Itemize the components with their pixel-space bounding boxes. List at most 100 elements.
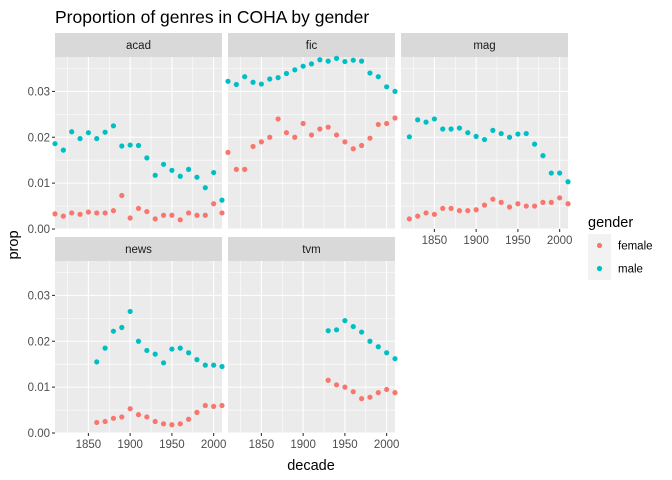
- facet-strip-label: mag: [473, 40, 495, 52]
- data-point-male: [498, 130, 504, 137]
- data-point-male: [515, 131, 521, 137]
- data-point-male: [110, 328, 117, 334]
- data-point-male: [431, 116, 437, 122]
- data-point-male: [557, 170, 563, 176]
- data-point-male: [258, 81, 264, 87]
- data-point-male: [194, 357, 200, 363]
- data-point-male: [325, 58, 331, 64]
- data-point-male: [160, 161, 167, 167]
- axes: 0.00 0.01 0.02 0.03 0.00 0.01 0.02 0.03 1850 1900…: [28, 86, 573, 451]
- data-point-female: [102, 210, 108, 216]
- data-point-female: [119, 192, 125, 199]
- data-point-male: [375, 74, 381, 80]
- data-point-male: [267, 76, 273, 82]
- legend-label: male: [618, 264, 643, 276]
- data-point-male: [202, 185, 208, 191]
- facet-panel-news: news: [55, 237, 225, 434]
- data-point-female: [431, 211, 437, 217]
- data-point-male: [565, 179, 571, 185]
- data-point-female: [283, 130, 290, 136]
- data-point-female: [127, 406, 133, 412]
- data-point-female: [186, 210, 192, 216]
- data-point-male: [384, 84, 390, 90]
- data-point-female: [202, 212, 208, 218]
- data-point-male: [292, 67, 298, 73]
- data-point-female: [152, 418, 158, 425]
- data-point-female: [359, 396, 365, 402]
- data-point-female: [498, 199, 504, 205]
- data-point-male: [102, 129, 108, 135]
- data-point-male: [152, 351, 158, 357]
- data-point-female: [219, 210, 225, 216]
- data-point-female: [225, 149, 231, 156]
- legend-title: gender: [588, 215, 633, 231]
- data-point-male: [481, 136, 488, 143]
- data-point-male: [102, 345, 108, 351]
- data-point-female: [202, 402, 208, 409]
- data-point-female: [481, 202, 488, 208]
- facet-panel-mag: mag: [401, 33, 571, 230]
- data-point-female: [375, 390, 381, 396]
- data-point-female: [375, 121, 381, 128]
- data-point-female: [292, 134, 298, 140]
- y-tick-label: 0.02: [28, 336, 50, 348]
- facet-strip: [55, 237, 222, 261]
- data-point-male: [473, 133, 479, 139]
- data-point-female: [94, 419, 100, 426]
- data-point-male: [506, 134, 513, 140]
- data-point-male: [359, 329, 365, 335]
- data-point-female: [135, 205, 142, 211]
- y-tick-label: 0.01: [28, 178, 50, 190]
- facet-strip-label: news: [125, 244, 152, 256]
- series-male: [52, 123, 225, 203]
- facet-panels: acad fic mag news tvm: [52, 33, 571, 434]
- data-point-female: [219, 402, 225, 409]
- x-tick-label: 1900: [463, 235, 489, 247]
- data-point-male: [548, 170, 554, 176]
- data-point-female: [52, 211, 58, 217]
- data-point-male: [448, 126, 454, 132]
- x-tick-label: 1950: [159, 439, 185, 451]
- data-point-male: [384, 350, 390, 356]
- data-point-male: [202, 362, 208, 368]
- data-point-female: [152, 216, 158, 222]
- data-point-female: [317, 126, 323, 132]
- data-point-female: [144, 414, 150, 420]
- data-point-male: [225, 78, 231, 84]
- data-point-male: [94, 359, 100, 365]
- data-point-female: [557, 195, 563, 201]
- data-point-female: [77, 211, 83, 217]
- series-male: [406, 116, 571, 185]
- data-point-female: [169, 422, 175, 428]
- data-point-female: [490, 196, 496, 202]
- data-point-female: [194, 409, 200, 415]
- facet-strip: [55, 33, 222, 57]
- data-point-female: [300, 120, 306, 127]
- data-point-female: [127, 215, 133, 221]
- data-point-female: [506, 204, 513, 210]
- data-point-male: [308, 61, 315, 67]
- data-point-male: [60, 147, 66, 153]
- data-point-male: [342, 318, 348, 324]
- data-point-male: [169, 346, 175, 352]
- x-tick-label: 2000: [201, 439, 227, 451]
- data-point-female: [548, 199, 554, 205]
- data-point-male: [152, 172, 158, 178]
- y-tick-label: 0.00: [28, 428, 50, 440]
- x-tick-label: 1950: [332, 439, 358, 451]
- legend-entry-male: male: [588, 257, 643, 280]
- data-point-male: [77, 136, 83, 142]
- data-point-female: [448, 205, 454, 211]
- data-point-female: [392, 390, 398, 396]
- panel-background: [401, 57, 568, 229]
- data-point-male: [119, 143, 125, 149]
- data-point-male: [333, 55, 340, 61]
- data-point-male: [406, 134, 412, 140]
- data-point-female: [342, 384, 348, 390]
- data-point-female: [250, 143, 256, 150]
- data-point-male: [440, 126, 446, 132]
- data-point-male: [375, 344, 381, 350]
- x-tick-label: 1850: [76, 439, 102, 451]
- y-tick-label: 0.00: [28, 224, 50, 236]
- data-point-male: [283, 70, 290, 77]
